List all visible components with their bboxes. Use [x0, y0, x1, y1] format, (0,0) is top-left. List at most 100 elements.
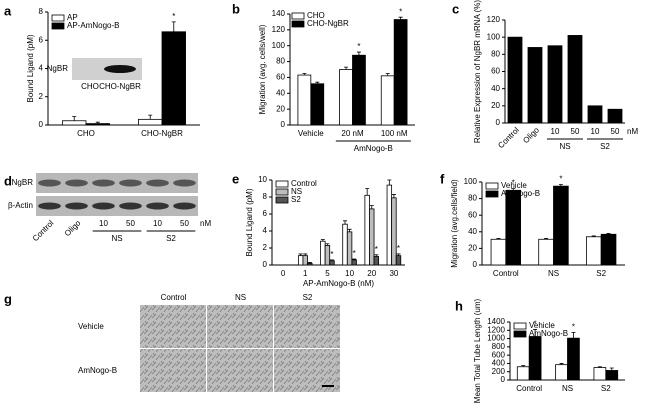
bar: [567, 337, 580, 381]
significance: *: [512, 179, 515, 188]
error-bar: [521, 365, 526, 367]
y-tick-label: 80: [491, 49, 500, 58]
x-tick-label: 100 nM: [381, 129, 408, 138]
bar: [351, 259, 357, 266]
legend-label: AmNogo-B: [501, 189, 540, 198]
legend-swatch: [485, 190, 499, 198]
bar: [380, 75, 395, 126]
y-tick-label: 20: [491, 101, 500, 110]
y-tick-label: 0: [496, 118, 501, 127]
legend-swatch: [275, 188, 289, 196]
blot-band: [146, 179, 169, 187]
bar: [310, 83, 325, 126]
legend-label: NS: [291, 187, 302, 196]
bar: [547, 45, 563, 124]
y-tick-label: 80: [276, 57, 285, 66]
y-axis-label: Relative Expression of NgBR mRNA (%): [473, 0, 482, 143]
y-tick-label: 8: [263, 192, 268, 201]
error-bar: [559, 363, 564, 365]
legend-swatch: [513, 330, 527, 338]
group-label: AmNogo-B: [354, 144, 393, 153]
bar: [395, 255, 402, 266]
bar: [297, 255, 304, 266]
micrograph: [207, 305, 273, 348]
legend-swatch: [513, 322, 527, 330]
legend-label: AP: [67, 13, 78, 22]
legend-label: CHO-NgBR: [307, 19, 349, 28]
x-tick-label: 10: [345, 269, 354, 278]
significance: *: [375, 245, 378, 254]
error-bar: [298, 253, 303, 256]
significance: *: [172, 12, 175, 21]
bar: [85, 123, 110, 126]
x-tick-label: NS: [562, 384, 573, 393]
significance: *: [357, 42, 360, 51]
x-axis-label: AP-AmNogo-B (nM): [303, 279, 374, 288]
x-tick-label: S2: [596, 269, 606, 278]
blot-band: [38, 202, 61, 210]
x-tick-label: 5: [325, 269, 330, 278]
panel-letter: d: [4, 173, 12, 188]
y-tick-label: 60: [491, 67, 500, 76]
x-tick-label: Control: [496, 125, 521, 150]
bar: [585, 236, 602, 266]
error-bar: [544, 238, 549, 240]
blot-band: [65, 202, 88, 210]
blot-band: [92, 179, 115, 187]
y-tick-label: 40: [276, 88, 285, 97]
y-tick-label: 20: [276, 104, 285, 113]
legend-swatch: [291, 20, 305, 28]
bar: [553, 185, 569, 266]
error-bar: [558, 184, 563, 187]
y-tick-label: 0: [39, 120, 44, 129]
x-tick-label: 0: [281, 269, 286, 278]
x-tick-label: Vehicle: [298, 129, 324, 138]
x-tick-label: Control: [516, 384, 542, 393]
y-tick-label: 400: [492, 359, 506, 368]
blot-lane-label: Control: [31, 218, 56, 243]
blot-band: [146, 202, 169, 210]
bar: [605, 370, 619, 381]
blot-band: [38, 179, 61, 187]
error-bar: [356, 51, 361, 56]
bar: [352, 54, 366, 126]
y-tick-label: 4: [263, 226, 268, 235]
blot-lane-label: 10: [153, 219, 162, 228]
error-bar: [171, 21, 176, 32]
x-tick-label: 50: [611, 127, 620, 136]
blot-strip: [36, 196, 198, 216]
error-bar: [369, 205, 374, 209]
legend-swatch: [275, 180, 289, 188]
x-tick-label: 50: [571, 127, 580, 136]
error-bar: [307, 262, 312, 264]
y-tick-label: 120: [487, 15, 501, 24]
x-tick-label: S2: [601, 384, 611, 393]
significance: *: [559, 175, 562, 184]
legend-label: CHO: [307, 11, 325, 20]
y-tick-label: 1400: [487, 317, 505, 326]
column-label: NS: [235, 293, 246, 302]
y-tick-label: 40: [491, 84, 500, 93]
bar: [587, 105, 603, 124]
group-label: NS: [111, 234, 122, 243]
blot-band: [65, 179, 88, 187]
panel-letter: f: [440, 171, 445, 186]
bar: [593, 367, 607, 381]
micrograph: [274, 349, 340, 392]
unit-label: nM: [200, 219, 211, 228]
x-tick-label: 20: [367, 269, 376, 278]
error-bar: [365, 188, 370, 196]
legend-label: Vehicle: [529, 321, 555, 330]
bar: [538, 238, 554, 266]
bar: [373, 256, 380, 266]
legend-label: Control: [291, 179, 317, 188]
significance: *: [572, 322, 575, 331]
error-bar: [95, 121, 100, 124]
panel-letter: h: [455, 298, 463, 313]
unit-label: nM: [627, 127, 638, 136]
y-tick-label: 6: [39, 35, 44, 44]
legend-swatch: [485, 182, 499, 190]
x-tick-label: Control: [493, 269, 519, 278]
blot-lane-label: 10: [99, 219, 108, 228]
